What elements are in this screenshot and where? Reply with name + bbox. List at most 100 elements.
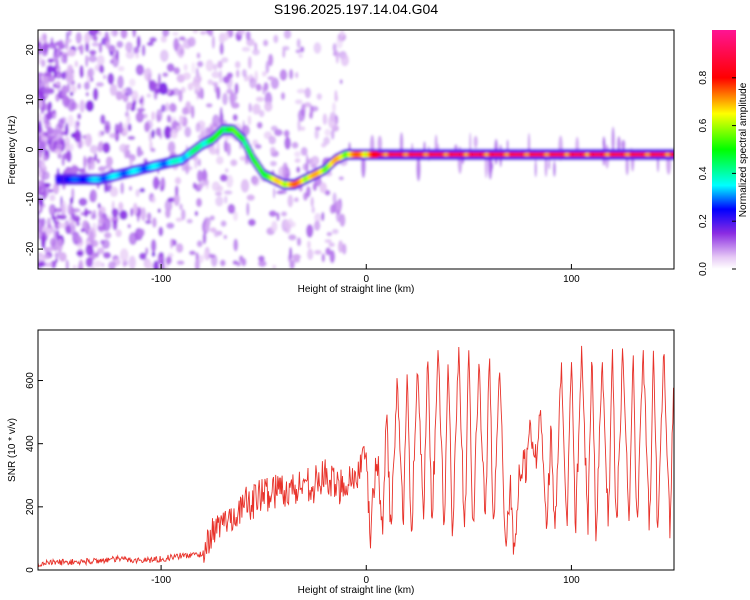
spectrogram-noise-blob: [77, 82, 82, 90]
spectrogram-noise-blob: [54, 148, 62, 155]
spectrogram-noise-blob: [67, 49, 76, 57]
spectrogram-noise-blob: [88, 230, 94, 244]
spectrogram-noise-blob: [287, 194, 294, 208]
spectrogram-noise-blob: [282, 45, 290, 51]
colorbar-tick-label: 0.6: [698, 118, 709, 132]
spectrogram-noise-blob: [70, 165, 79, 174]
spectrogram-noise-blob: [161, 259, 165, 269]
spectrogram-noise-blob: [167, 197, 176, 203]
spectrogram-noise-blob: [255, 96, 264, 102]
spectrogram-noise-blob: [179, 48, 185, 55]
spectrogram-noise-blob: [224, 168, 229, 173]
spectrogram-streak: [544, 155, 548, 177]
spectrogram-noise-blob: [103, 232, 112, 239]
spectrogram-noise-blob: [123, 122, 128, 135]
spectrogram-noise-blob: [196, 52, 201, 59]
spectrogram-noise-blob: [42, 155, 48, 161]
spectrogram-noise-blob: [38, 120, 43, 134]
spectrogram-noise-blob: [208, 30, 214, 37]
spectrogram-noise-blob: [312, 182, 318, 192]
spectrogram-noise-blob: [251, 104, 261, 115]
spectrogram-noise-blob: [79, 44, 84, 55]
spectrogram-noise-blob: [67, 203, 74, 216]
spectrogram-noise-blob: [129, 158, 134, 168]
spectrogram-noise-blob: [319, 182, 328, 194]
spectrogram-noise-blob: [160, 104, 166, 113]
spectrogram-noise-blob: [38, 197, 44, 207]
spectrogram-noise-blob: [50, 260, 57, 269]
spectrogram-noise-blob: [282, 48, 286, 59]
spectrogram-noise-blob: [48, 41, 56, 50]
spectrogram-noise-blob: [112, 219, 118, 231]
spectrogram-streak: [305, 154, 309, 177]
spectrogram-noise-blob: [192, 30, 199, 34]
spectrogram-noise-blob: [196, 169, 203, 183]
spectrogram-noise-blob: [195, 197, 203, 208]
spectrogram-noise-blob: [88, 54, 97, 63]
spectrogram-noise-blob: [45, 86, 49, 98]
spectrogram-noise-blob: [276, 212, 280, 222]
spectrogram-noise-blob: [174, 185, 179, 196]
spectrogram-noise-blob: [43, 192, 48, 199]
spectrogram-noise-blob: [135, 52, 140, 59]
spectrogram-noise-blob: [295, 71, 299, 79]
spectrogram-noise-blob: [303, 102, 312, 108]
spectrogram-noise-blob: [223, 234, 228, 240]
spectrogram-noise-blob: [65, 225, 72, 235]
spectrogram-noise-blob: [271, 220, 278, 232]
spectrogram-noise-blob: [75, 32, 82, 44]
spectrogram-noise-blob: [116, 40, 124, 49]
spectrogram-noise-blob: [120, 30, 128, 39]
spectrogram-noise-blob: [46, 246, 54, 252]
spectrogram-noise-blob: [294, 151, 301, 158]
spectrogram-noise-blob: [151, 251, 156, 257]
spectrogram-noise-blob: [337, 240, 344, 253]
spectrogram-noise-blob: [78, 259, 84, 269]
snr-series-line: [38, 345, 674, 568]
spectrogram-y-axis-label: Frequency (Hz): [7, 116, 18, 185]
spectrogram-noise-blob: [284, 136, 291, 150]
spectrogram-noise-blob: [296, 237, 302, 247]
spectrogram-noise-blob: [232, 114, 238, 121]
spectrogram-noise-blob: [109, 83, 118, 96]
spectrogram-noise-blob: [196, 240, 203, 248]
spectrogram-noise-blob: [132, 30, 137, 38]
spectrogram-noise-blob: [169, 102, 177, 113]
spectrogram-noise-blob: [268, 210, 277, 218]
spectrogram-noise-blob: [85, 41, 90, 53]
spectrogram-streak: [534, 160, 537, 178]
spectrogram-noise-blob: [69, 91, 74, 97]
spectrogram-noise-blob: [131, 90, 139, 101]
spectrogram-noise-blob: [66, 38, 72, 44]
spectrogram-noise-blob: [254, 143, 262, 150]
spectrogram-noise-blob: [108, 261, 116, 269]
spectrogram-noise-blob: [128, 232, 138, 246]
spectrogram-noise-blob: [43, 33, 47, 43]
spectrogram-noise-blob: [153, 260, 159, 269]
spectrogram-noise-blob: [114, 123, 119, 135]
spectrogram-noise-blob: [87, 165, 91, 172]
spectrogram-noise-blob: [124, 86, 133, 97]
spectrogram-noise-blob: [278, 190, 288, 195]
spectrogram-noise-blob: [324, 128, 331, 137]
spectrogram-noise-blob: [235, 69, 240, 78]
spectrogram-noise-blob: [40, 234, 46, 249]
spectrogram-noise-blob: [328, 242, 335, 247]
snr-x-axis-label: Height of straight line (km): [298, 585, 415, 596]
spectrogram-noise-blob: [334, 90, 338, 100]
spectrogram-noise-blob: [226, 174, 234, 188]
spectrogram-noise-blob: [158, 226, 164, 237]
snr-frame: [37, 329, 675, 571]
spectrogram-noise-blob: [102, 74, 107, 80]
spectrogram-noise-blob: [103, 182, 108, 194]
spectrogram-noise-blob: [305, 186, 311, 198]
spectrogram-noise-blob: [232, 260, 239, 265]
spectrogram-noise-blob: [216, 185, 224, 192]
spectrogram-noise-blob: [304, 87, 311, 99]
spectrogram-noise-blob: [152, 176, 160, 190]
spectrogram-noise-blob: [115, 90, 123, 101]
spectrogram-noise-blob: [129, 78, 136, 87]
spectrogram-noise-blob: [38, 251, 42, 257]
spectrogram-noise-blob: [145, 247, 149, 255]
